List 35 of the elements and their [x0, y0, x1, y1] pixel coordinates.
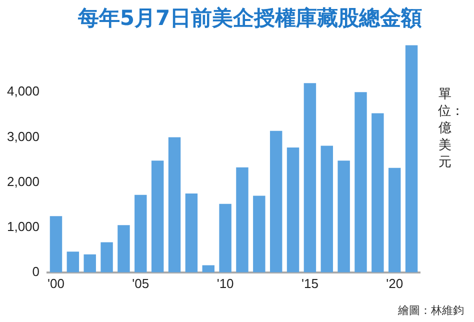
chart-title: 每年5月7日前美企授權庫藏股總金額 — [76, 5, 424, 32]
bar — [304, 83, 316, 272]
y-tick-label: 0 — [32, 264, 40, 279]
bar — [405, 45, 418, 272]
bar — [236, 167, 248, 272]
bar — [338, 160, 350, 272]
bar — [354, 92, 367, 272]
bar — [66, 252, 80, 272]
y-tick-label: 1,000 — [6, 218, 40, 234]
y-tick-label: 3,000 — [6, 128, 40, 144]
x-tick-label: '00 — [48, 276, 64, 291]
bar — [253, 196, 266, 272]
x-tick-label: '15 — [301, 276, 318, 291]
y-tick-label: 2,000 — [6, 174, 40, 189]
bar — [134, 194, 147, 272]
x-tick-label: '20 — [386, 276, 404, 291]
bar — [320, 146, 333, 272]
bar — [168, 137, 181, 272]
bar — [118, 225, 130, 272]
bar — [202, 265, 214, 272]
bar — [185, 194, 198, 272]
y-tick-label: 4,000 — [6, 84, 40, 99]
x-tick-label: '05 — [132, 276, 150, 291]
bar — [100, 242, 113, 272]
bar — [270, 130, 282, 272]
y-axis-title: 單位：億美元 — [438, 86, 464, 171]
bar — [50, 216, 62, 272]
bar — [286, 148, 300, 272]
x-tick-label: '10 — [216, 276, 234, 291]
bar — [219, 204, 232, 272]
bar — [151, 160, 164, 272]
text: 繪圖：林維鈞 — [398, 303, 464, 318]
bar — [372, 113, 384, 272]
bar — [84, 254, 96, 272]
bar — [388, 168, 401, 272]
